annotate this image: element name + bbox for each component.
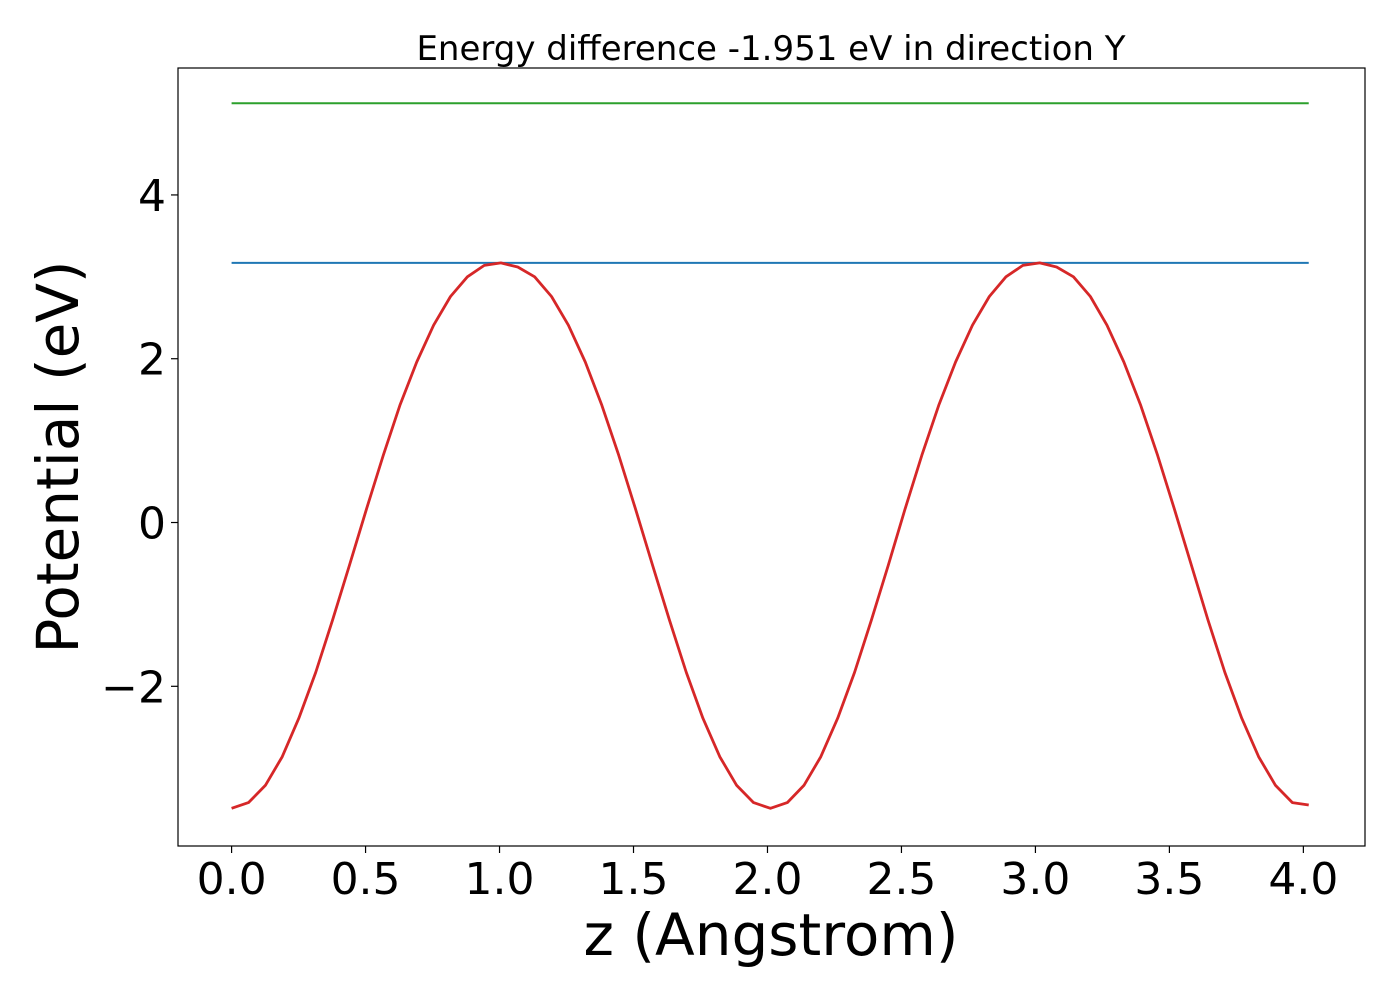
plot-area xyxy=(177,67,1366,847)
x-tick-label: 1.5 xyxy=(599,854,669,905)
x-axis-label: z (Angstrom) xyxy=(584,901,959,969)
y-axis-ticks: −2 0 2 4 xyxy=(101,171,178,713)
x-tick-label: 1.0 xyxy=(465,854,535,905)
x-tick-label: 2.0 xyxy=(732,854,802,905)
x-tick-label: 2.5 xyxy=(866,854,936,905)
y-axis-label: Potential (eV) xyxy=(24,260,92,653)
series-line-2 xyxy=(231,261,1309,810)
x-axis-ticks: 0.0 0.5 1.0 1.5 2.0 2.5 3.0 3.5 4.0 xyxy=(197,846,1338,905)
chart-title: Energy difference -1.951 eV in direction… xyxy=(416,29,1125,69)
series-group xyxy=(231,102,1309,810)
x-tick-label: 0.0 xyxy=(197,854,267,905)
x-tick-label: 3.5 xyxy=(1134,854,1204,905)
x-tick-label: 4.0 xyxy=(1268,854,1338,905)
y-tick-label: 4 xyxy=(138,171,166,222)
x-tick-label: 3.0 xyxy=(1000,854,1070,905)
y-tick-label: 0 xyxy=(138,499,166,550)
y-tick-label: −2 xyxy=(101,662,166,713)
y-tick-label: 2 xyxy=(138,335,166,386)
x-tick-label: 0.5 xyxy=(331,854,401,905)
